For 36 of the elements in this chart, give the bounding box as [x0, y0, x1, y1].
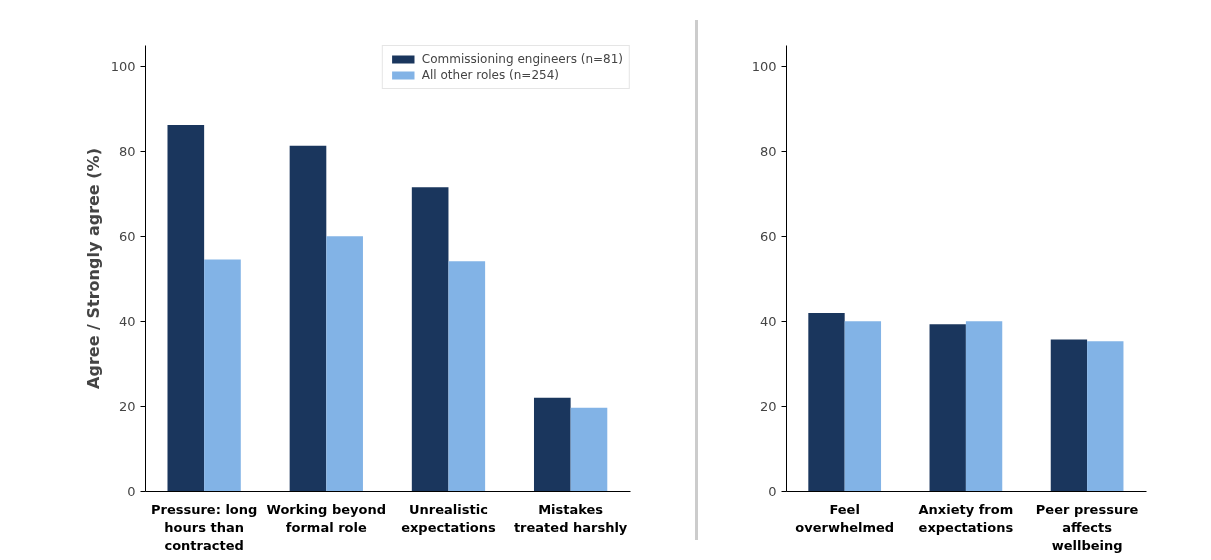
- y-tick-label: 0: [768, 484, 777, 499]
- x-tick-label: Anxiety from expectations: [918, 501, 1014, 535]
- x-tick-label: Mistakes treated harshly: [513, 501, 628, 535]
- x-tick-label: Feel overwhelmed: [795, 501, 895, 535]
- x-tick-label: Working beyond formal role: [266, 501, 387, 535]
- y-tick-label: 40: [759, 314, 777, 330]
- bar: [448, 261, 486, 492]
- y-tick-label: 60: [118, 229, 136, 245]
- legend-label: Commissioning engineers (n=81): [421, 52, 623, 66]
- bar: [167, 124, 205, 492]
- bar: [326, 236, 363, 492]
- bar: [1050, 339, 1088, 492]
- legend-label: All other roles (n=254): [421, 68, 559, 82]
- y-tick-label: 80: [759, 144, 777, 160]
- bar: [929, 324, 966, 492]
- bar: [204, 259, 241, 492]
- x-tick-label: Unrealistic expectations: [401, 501, 497, 535]
- bar: [289, 145, 327, 492]
- bar: [844, 321, 882, 492]
- bar: [965, 321, 1003, 492]
- bar: [570, 407, 608, 492]
- y-tick-label: 20: [118, 399, 136, 415]
- y-tick-label: 100: [751, 59, 777, 75]
- bar: [808, 313, 845, 492]
- y-axis-title: Agree / Strongly agree (%): [83, 148, 103, 389]
- bar: [411, 187, 449, 492]
- y-tick-label: 80: [118, 144, 136, 160]
- bar: [533, 397, 571, 492]
- y-tick-label: 0: [127, 484, 136, 499]
- y-tick-label: 20: [759, 399, 777, 415]
- y-tick-label: 40: [118, 314, 136, 330]
- y-tick-label: 100: [110, 59, 136, 75]
- x-tick-label: Peer pressure affects wellbeing: [1035, 501, 1139, 553]
- x-tick-label: Pressure: long hours than contracted: [150, 501, 258, 553]
- y-tick-label: 60: [759, 229, 777, 245]
- bar: [1087, 341, 1124, 492]
